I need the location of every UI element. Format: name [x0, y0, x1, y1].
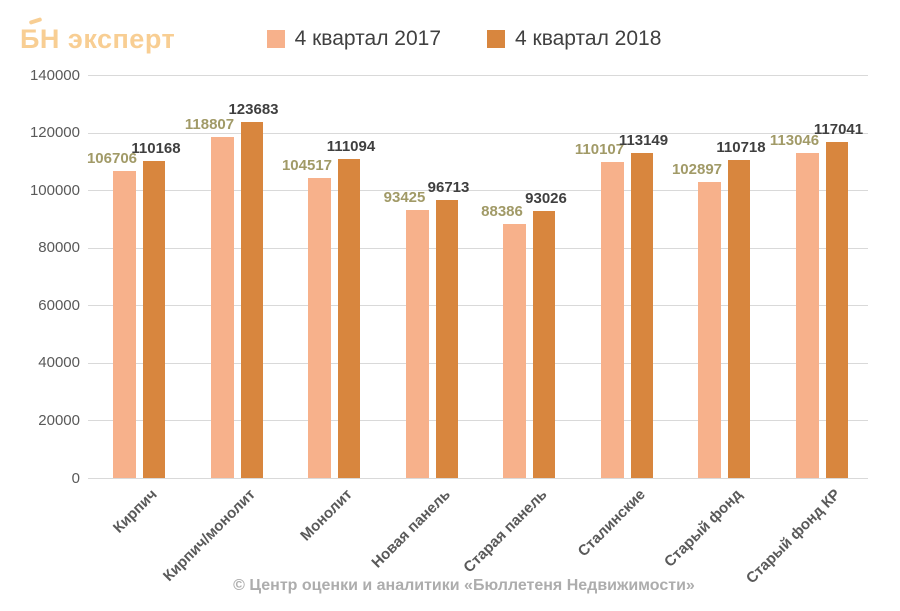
grid-line [88, 362, 868, 364]
bar-2018 [435, 200, 458, 479]
bar-2018 [240, 122, 263, 479]
bar-value-label: 93425 [383, 188, 426, 206]
bar-value-label: 113149 [618, 131, 669, 149]
bar-2017 [503, 224, 526, 479]
x-category-label: Старый фонд КР [742, 486, 844, 588]
x-category-label: Кирпич [110, 486, 162, 537]
grid-line [88, 478, 868, 479]
grid-line [88, 305, 868, 307]
x-category-label: Старый фонд [661, 486, 747, 571]
bar-value-label: 123683 [228, 101, 279, 119]
bar-2017 [113, 171, 136, 479]
bar-2018 [728, 159, 750, 479]
legend-item-2017: 4 квартал 2017 [266, 27, 441, 51]
bar-2017 [210, 136, 234, 479]
grid-line [88, 75, 868, 76]
bar-value-label: 104517 [281, 156, 333, 174]
bar-value-label: 110718 [716, 138, 766, 156]
x-category-label: Сталинские [574, 486, 649, 561]
bar-value-label: 106706 [86, 150, 138, 168]
bar-2017 [405, 209, 429, 479]
y-tick-label: 120000 [29, 124, 80, 142]
bar-2017 [698, 182, 721, 479]
bar-value-label: 117041 [813, 120, 864, 138]
y-tick-label: 20000 [38, 411, 80, 429]
x-category-label: Новая панель [368, 486, 454, 572]
x-category-label: Старая панель [460, 486, 552, 577]
grid-line [88, 190, 868, 192]
legend-swatch-2017 [266, 30, 285, 48]
logo: БН эксперт [20, 24, 176, 54]
legend: 4 квартал 2017 4 квартал 2018 [14, 27, 900, 51]
footer-copyright: © Центр оценки и аналитики «Бюллетеня Не… [233, 577, 695, 594]
bar-2018 [533, 210, 555, 479]
legend-swatch-2018 [487, 30, 505, 48]
y-tick-label: 80000 [38, 239, 80, 257]
bar-2018 [630, 152, 653, 479]
legend-item-2018: 4 квартал 2018 [487, 27, 661, 51]
x-category-label: Кирпич/монолит [159, 486, 259, 585]
bar-value-label: 113046 [769, 132, 820, 150]
grid-line [88, 420, 868, 422]
bar-2018 [825, 141, 848, 479]
grid-line [88, 247, 868, 249]
bar-2017 [600, 161, 624, 479]
bar-2017 [308, 177, 331, 479]
bar-2017 [795, 153, 819, 479]
bar-value-label: 110107 [574, 140, 625, 158]
x-category-label: Монолит [297, 486, 357, 545]
y-tick-label: 40000 [38, 354, 80, 372]
grid-line [88, 132, 868, 134]
bar-2018 [143, 161, 165, 479]
bar-value-label: 110168 [131, 140, 181, 158]
y-tick-label: 0 [71, 469, 80, 487]
bar-value-label: 96713 [427, 179, 470, 197]
bar-value-label: 102897 [671, 161, 723, 179]
bar-value-label: 93026 [525, 189, 567, 207]
y-tick-label: 140000 [29, 66, 80, 84]
legend-label-2017: 4 квартал 2017 [294, 27, 441, 50]
legend-label-2018: 4 квартал 2018 [515, 27, 662, 50]
bar-value-label: 118807 [184, 115, 235, 133]
bar-value-label: 111094 [326, 137, 376, 155]
y-tick-label: 60000 [38, 296, 80, 314]
bar-value-label: 88386 [481, 203, 523, 221]
y-tick-label: 100000 [29, 181, 80, 199]
bar-2018 [338, 158, 360, 479]
